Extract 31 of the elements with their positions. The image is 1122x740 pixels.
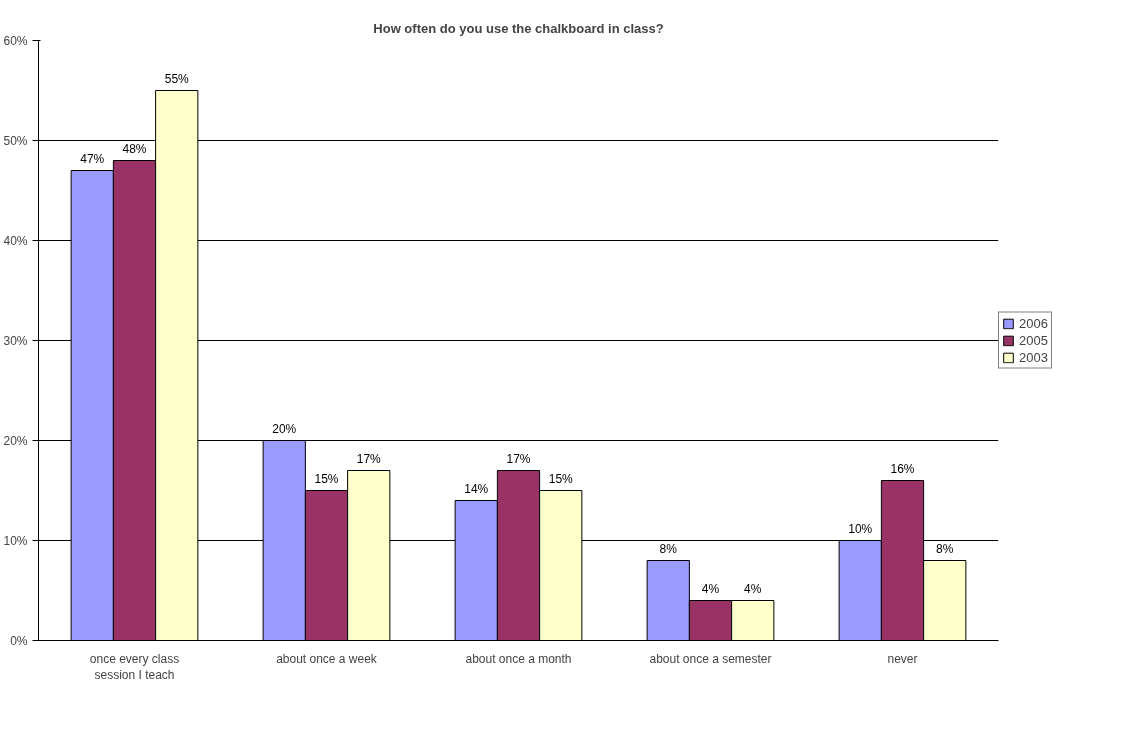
data-label: 8% [936, 541, 954, 556]
data-label: 14% [464, 481, 489, 496]
legend-label: 2003 [1019, 349, 1048, 365]
data-label: 20% [272, 421, 297, 436]
y-tick-label: 60% [3, 33, 28, 48]
legend-label: 2006 [1019, 315, 1048, 331]
data-label: 48% [122, 141, 147, 156]
y-tick-label: 40% [3, 233, 28, 248]
data-label: 15% [314, 471, 339, 486]
y-tick-label: 30% [3, 333, 28, 348]
data-label: 4% [744, 581, 762, 596]
data-label: 4% [701, 581, 720, 596]
data-label: 17% [356, 451, 382, 466]
chart-title: How often do you use the chalkboard in class? [373, 20, 664, 36]
data-label: 10% [848, 521, 873, 536]
y-tick-label: 50% [3, 133, 28, 148]
data-label: 55% [164, 71, 190, 86]
x-tick-label: about once a week [276, 651, 378, 666]
x-tick-label: about once a semester [649, 651, 772, 666]
y-tick-label: 10% [3, 533, 28, 548]
x-tick-label: about once a month [465, 651, 572, 666]
legend-label: 2005 [1019, 332, 1048, 348]
data-label: 17% [506, 451, 531, 466]
y-tick-label: 20% [3, 433, 28, 448]
y-tick-label: 0% [10, 633, 28, 648]
x-tick-label: once every class session I teach [89, 651, 180, 683]
data-label: 8% [659, 541, 678, 556]
data-label: 47% [80, 151, 105, 166]
data-label: 15% [548, 471, 574, 486]
data-label: 16% [890, 461, 915, 476]
x-tick-label: never [887, 651, 918, 666]
